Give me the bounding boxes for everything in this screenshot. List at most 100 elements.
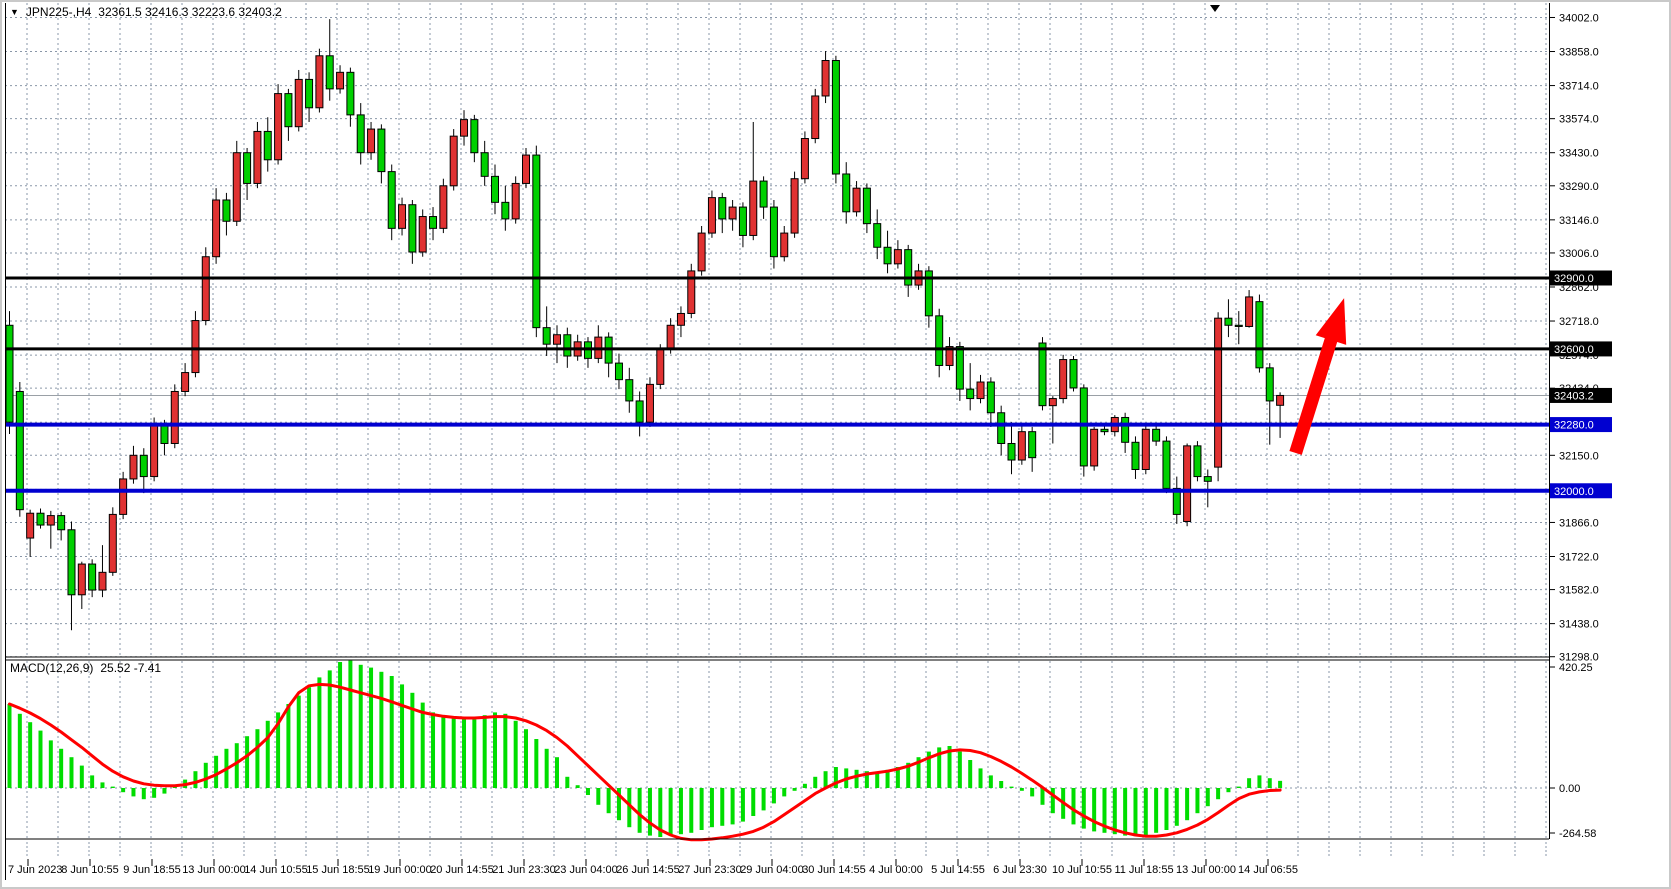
time-axis-label: 13 Jul 00:00	[1176, 864, 1236, 876]
bearish-candle	[263, 130, 272, 161]
macd-histogram-bar	[162, 788, 167, 794]
bullish-candle	[522, 154, 530, 184]
bearish-candle	[1131, 441, 1140, 470]
level-price-label: 32900.0	[1554, 273, 1594, 285]
macd-histogram-bar	[720, 788, 725, 826]
macd-histogram-bar	[1185, 788, 1190, 821]
bearish-candle	[1203, 476, 1212, 482]
bullish-candle	[1245, 296, 1254, 327]
bearish-candle	[997, 412, 1006, 444]
bearish-candle	[1224, 317, 1233, 326]
price-tick-label: 32150.0	[1559, 450, 1599, 462]
chart-collapse-icon[interactable]: ▼	[10, 6, 19, 17]
macd-histogram-bar	[48, 740, 53, 788]
bullish-candle	[315, 55, 324, 109]
bearish-candle	[986, 381, 995, 414]
macd-histogram-bar	[1195, 788, 1200, 814]
bearish-candle	[883, 246, 892, 265]
macd-histogram-bar	[947, 746, 952, 788]
macd-histogram-bar	[534, 739, 539, 788]
macd-histogram-bar	[255, 729, 260, 788]
bearish-candle	[935, 315, 944, 366]
macd-histogram-bar	[327, 670, 332, 788]
bullish-candle	[821, 60, 830, 97]
macd-histogram-bar	[1019, 788, 1024, 791]
macd-histogram-bar	[565, 776, 570, 788]
bullish-candle	[945, 346, 954, 366]
bearish-candle	[356, 114, 365, 154]
macd-histogram-bar	[668, 788, 673, 836]
bearish-candle	[67, 529, 76, 596]
price-tick-label: 33146.0	[1559, 215, 1599, 227]
macd-histogram-bar	[1030, 788, 1035, 797]
bullish-candle	[1048, 398, 1057, 407]
macd-histogram-bar	[1236, 786, 1241, 788]
macd-histogram-bar	[1009, 786, 1014, 788]
bearish-candle	[1152, 428, 1161, 442]
bearish-candle	[5, 324, 14, 423]
bullish-candle	[460, 119, 469, 137]
bearish-candle	[1162, 440, 1171, 489]
macd-histogram-bar	[813, 776, 818, 788]
macd-histogram-bar	[854, 769, 859, 788]
bullish-candle	[676, 312, 685, 326]
bearish-candle	[222, 199, 231, 222]
chart-title: ▼ JPN225-,H4 32361.5 32416.3 32223.6 32403…	[10, 5, 282, 19]
price-tick-label: 33714.0	[1559, 81, 1599, 93]
macd-histogram-bar	[1154, 788, 1159, 833]
time-axis-label: 14 Jun 10:55	[244, 864, 308, 876]
macd-histogram-bar	[152, 788, 157, 798]
macd-histogram-bar	[1071, 788, 1076, 825]
price-tick-label: 33430.0	[1559, 148, 1599, 160]
macd-histogram-bar	[689, 788, 694, 833]
chart-shift-marker-icon[interactable]	[1210, 5, 1221, 12]
time-axis-label: 4 Jul 00:00	[869, 864, 923, 876]
bearish-candle	[625, 379, 634, 402]
symbol-period-label: JPN225-,H4	[25, 5, 92, 19]
macd-histogram-bar	[802, 783, 807, 788]
macd-histogram-bar	[906, 762, 911, 788]
macd-histogram-bar	[1226, 788, 1231, 793]
time-axis-label: 19 Jun 00:00	[368, 864, 432, 876]
macd-histogram-bar	[482, 715, 487, 788]
macd-histogram-bar	[1092, 788, 1097, 832]
bullish-candle	[253, 130, 262, 184]
macd-histogram-bar	[926, 751, 931, 788]
bullish-candle	[201, 256, 210, 322]
macd-histogram-bar	[875, 772, 880, 788]
macd-histogram-bar	[751, 788, 756, 816]
price-tick-label: 31298.0	[1559, 652, 1599, 664]
macd-histogram-bar	[503, 713, 508, 788]
bearish-candle	[1193, 445, 1202, 478]
macd-histogram-bar	[28, 722, 33, 788]
bearish-candle	[377, 128, 386, 173]
time-axis-label: 6 Jul 23:30	[993, 864, 1047, 876]
bearish-candle	[1234, 324, 1243, 327]
bullish-candle	[170, 390, 179, 444]
bullish-candle	[749, 180, 758, 236]
level-price-label: 32280.0	[1554, 420, 1594, 432]
macd-histogram-bar	[110, 786, 115, 788]
price-tick-label: 31866.0	[1559, 517, 1599, 529]
bearish-candle	[842, 173, 851, 213]
macd-histogram-bar	[1267, 778, 1272, 788]
bullish-candle	[181, 372, 190, 392]
macd-histogram-bar	[647, 788, 652, 836]
bullish-candle	[666, 324, 675, 350]
arrow-annotation[interactable]	[1289, 298, 1347, 455]
bullish-candle	[1276, 394, 1285, 406]
macd-histogram-bar	[761, 788, 766, 811]
macd-histogram-bar	[296, 695, 301, 788]
macd-histogram-bar	[389, 676, 394, 788]
macd-histogram-bar	[792, 788, 797, 791]
macd-histogram-bar	[265, 720, 270, 788]
bullish-candle	[790, 178, 799, 234]
macd-name: MACD(12,26,9)	[10, 661, 94, 675]
macd-histogram-bar	[823, 771, 828, 788]
bullish-candle	[697, 232, 706, 272]
macd-histogram-bar	[420, 702, 425, 788]
macd-histogram-bar	[544, 748, 549, 788]
time-axis-label: 9 Jun 18:55	[123, 864, 181, 876]
macd-histogram-bar	[699, 788, 704, 830]
